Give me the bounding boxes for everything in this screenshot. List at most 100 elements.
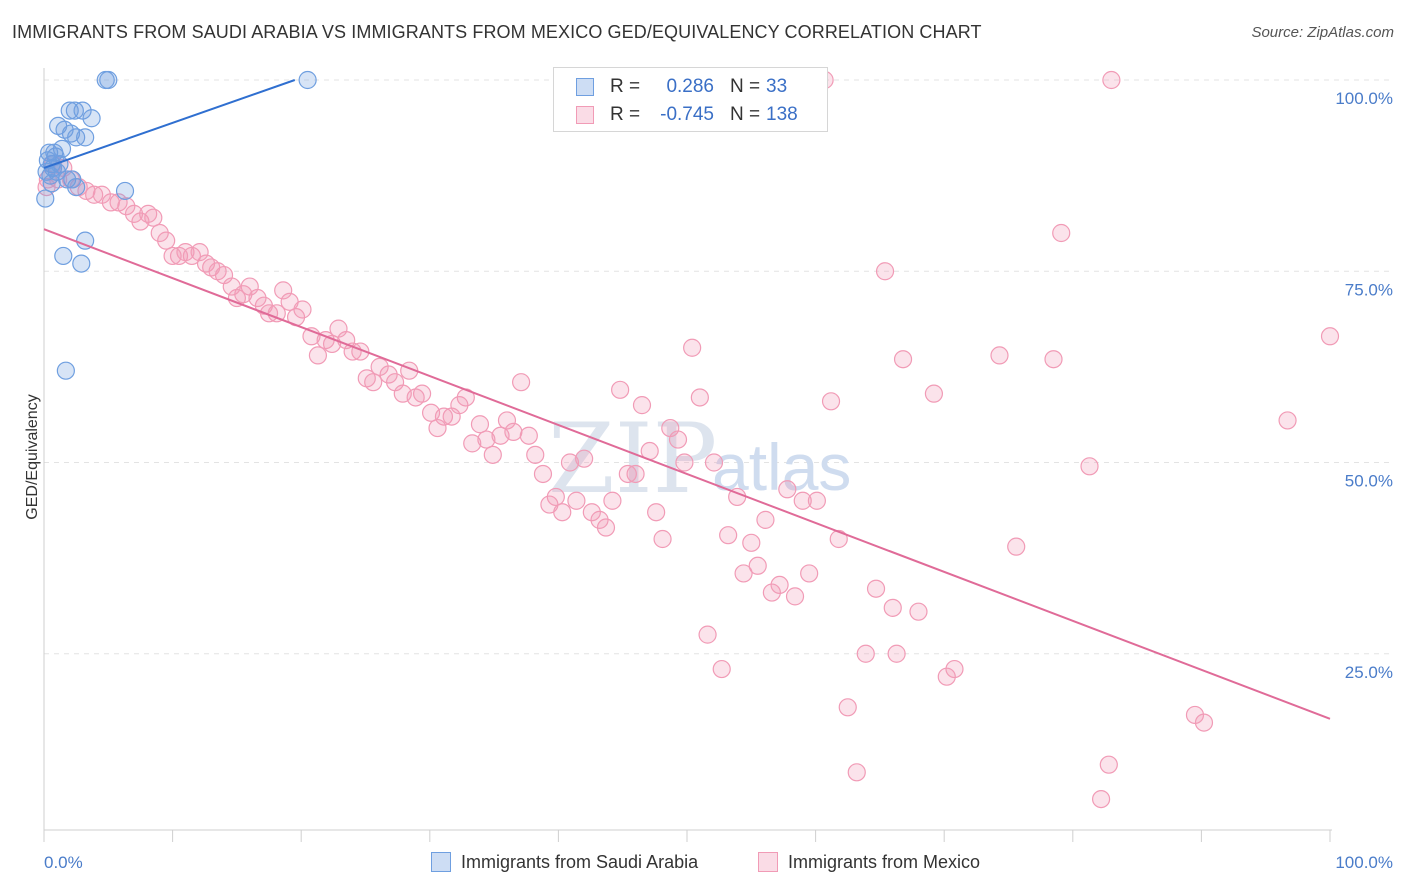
mexico-point: [937, 667, 956, 686]
grid-lines: [44, 79, 1392, 655]
saudi-point: [72, 254, 91, 273]
legend-r-label: R =: [610, 76, 641, 97]
saudi-point: [60, 101, 79, 120]
legend-swatch-mexico: [576, 106, 594, 124]
saudi-point: [63, 170, 82, 189]
mexico-point: [719, 526, 738, 545]
mexico-point: [856, 644, 875, 663]
saudi-point: [36, 189, 55, 208]
y-tick-label: 50.0%: [1345, 472, 1393, 491]
saudi-point: [54, 246, 73, 266]
mexico-point: [909, 602, 928, 621]
mexico-point: [364, 373, 383, 392]
y-tick-label: 100.0%: [1335, 89, 1393, 108]
mexico-point: [821, 392, 841, 411]
mexico-point: [1080, 457, 1099, 476]
saudi-point: [298, 70, 317, 90]
y-axis-label: GED/Equivalency: [24, 394, 41, 519]
mexico-point: [85, 185, 104, 204]
mexico-point: [698, 625, 717, 644]
mexico-point: [770, 575, 789, 595]
series-saudi-points: [36, 70, 317, 380]
mexico-point: [704, 453, 724, 472]
mexico-point: [567, 491, 586, 510]
mexico-point: [512, 373, 531, 392]
mexico-point: [1278, 411, 1297, 430]
mexico-point: [274, 281, 293, 300]
legend-r-label: R =: [610, 104, 641, 125]
legend-swatch-saudi: [576, 78, 594, 96]
mexico-point: [632, 396, 652, 415]
mexico-point: [575, 449, 594, 468]
mexico-point: [477, 430, 496, 449]
mexico-point: [875, 262, 895, 281]
mexico-point: [618, 464, 637, 484]
y-tick-label: 75.0%: [1345, 280, 1393, 299]
y-tick-labels: 100.0% 75.0% 50.0% 25.0%: [1335, 89, 1393, 682]
trend-line-mexico: [43, 228, 1331, 720]
saudi-point: [42, 174, 61, 193]
mexico-point: [762, 583, 781, 602]
mexico-point: [1320, 327, 1340, 346]
saudi-point: [56, 361, 75, 380]
mexico-point: [1052, 223, 1071, 243]
bottom-legend-swatch-mexico: [758, 852, 778, 872]
mexico-point: [668, 430, 688, 449]
mexico-point: [117, 197, 136, 216]
legend-n-label: N =: [730, 104, 761, 125]
mexico-point: [793, 491, 812, 510]
mexico-point: [683, 338, 702, 357]
mexico-point: [519, 426, 538, 445]
bottom-legend-swatch-saudi: [431, 852, 451, 872]
mexico-point: [267, 304, 286, 323]
x-tick-label-max: 100.0%: [1335, 853, 1393, 872]
legend-r-value: -0.745: [660, 104, 714, 125]
mexico-point: [428, 418, 447, 438]
saudi-point: [45, 143, 64, 162]
mexico-point: [533, 464, 553, 484]
saudi-point: [82, 109, 101, 128]
mexico-point: [675, 453, 694, 472]
mexico-point: [603, 491, 622, 510]
mexico-point: [526, 445, 545, 464]
legend-row-mexico: R = -0.745 N = 138: [554, 100, 827, 130]
trend-lines: [43, 79, 1331, 720]
saudi-point: [115, 181, 135, 201]
saudi-point: [65, 101, 84, 120]
mexico-point: [412, 384, 432, 403]
mexico-point: [497, 411, 517, 430]
mexico-point: [647, 503, 666, 522]
mexico-point: [1194, 713, 1214, 732]
chart-title: IMMIGRANTS FROM SAUDI ARABIA VS IMMIGRAN…: [12, 22, 982, 42]
mexico-point: [553, 503, 572, 522]
bottom-legend-label-mexico: Immigrants from Mexico: [788, 852, 981, 872]
mexico-point: [546, 487, 565, 507]
mexico-point: [101, 193, 120, 212]
legend-r-value: 0.286: [666, 76, 714, 97]
legend-row-saudi: R = 0.286 N = 33: [554, 72, 827, 102]
legend-n-value: 33: [766, 76, 788, 97]
saudi-point: [99, 70, 118, 90]
mexico-point: [1044, 350, 1063, 369]
saudi-point: [50, 155, 69, 174]
mexico-point: [1007, 537, 1026, 556]
series-mexico-points: [37, 70, 1340, 809]
mexico-point: [463, 434, 482, 453]
mexico-point: [504, 422, 523, 441]
mexico-point: [144, 208, 163, 227]
mexico-point: [1091, 789, 1111, 809]
mexico-point: [742, 533, 761, 552]
mexico-point: [887, 644, 906, 663]
mexico-point: [690, 388, 709, 407]
mexico-point: [190, 243, 209, 262]
mexico-point: [829, 529, 848, 549]
mexico-point: [1102, 70, 1121, 90]
mexico-point: [807, 491, 826, 510]
mexico-point: [990, 346, 1009, 365]
stats-legend: R = 0.286 N = 33 R = -0.745 N = 138: [553, 67, 828, 132]
mexico-point: [259, 304, 279, 323]
mexico-point: [847, 763, 866, 782]
mexico-point: [734, 564, 753, 583]
mexico-point: [560, 453, 580, 472]
